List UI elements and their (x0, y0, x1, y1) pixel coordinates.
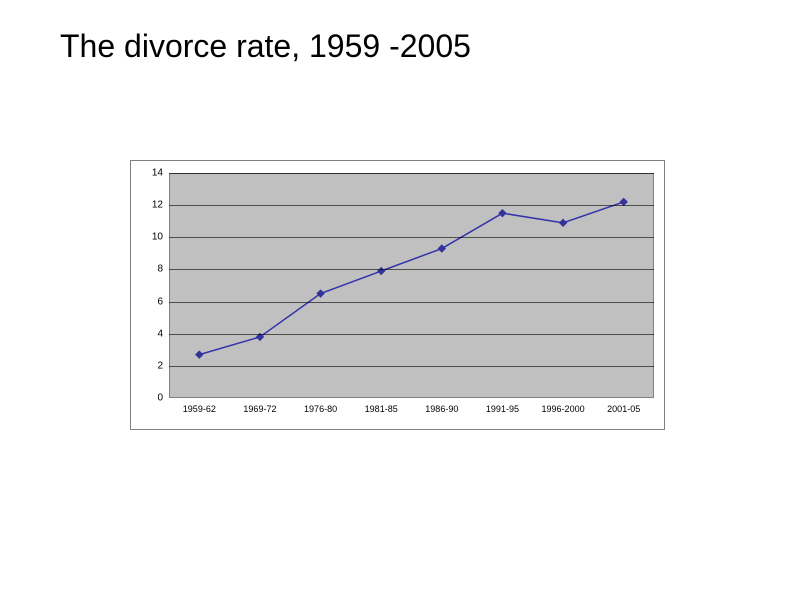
chart-outer-box: 0 2 4 6 8 10 12 14 1959-62 1969-72 1976-80 1981-85 1… (130, 160, 665, 430)
grid-line (169, 237, 654, 238)
page-title: The divorce rate, 1959 -2005 (60, 28, 471, 65)
y-tick-label: 2 (157, 360, 163, 371)
y-tick-label: 8 (157, 264, 163, 275)
grid-line (169, 205, 654, 206)
y-tick-label: 4 (157, 328, 163, 339)
y-tick-label: 6 (157, 296, 163, 307)
slide: The divorce rate, 1959 -2005 0 2 4 6 8 10 12 14… (0, 0, 800, 600)
data-marker (560, 219, 567, 226)
x-tick-label: 1996-2000 (542, 404, 585, 414)
series-line (199, 202, 623, 355)
x-tick-label: 1986-90 (425, 404, 458, 414)
y-tick-label: 12 (152, 200, 163, 211)
plot-area: 024681012141959-621969-721976-801981-851… (169, 173, 654, 398)
grid-line (169, 269, 654, 270)
x-tick-label: 1969-72 (243, 404, 276, 414)
y-tick-label: 0 (157, 393, 163, 404)
data-marker (196, 351, 203, 358)
y-tick-label: 14 (152, 168, 163, 179)
x-tick-label: 1976-80 (304, 404, 337, 414)
x-tick-label: 2001-05 (607, 404, 640, 414)
data-marker (499, 210, 506, 217)
grid-line (169, 334, 654, 335)
line-series-svg (169, 173, 654, 398)
data-marker (438, 245, 445, 252)
x-tick-label: 1991-95 (486, 404, 519, 414)
x-tick-label: 1959-62 (183, 404, 216, 414)
grid-line (169, 173, 654, 174)
grid-line (169, 302, 654, 303)
grid-line (169, 366, 654, 367)
x-tick-label: 1981-85 (365, 404, 398, 414)
y-tick-label: 10 (152, 232, 163, 243)
